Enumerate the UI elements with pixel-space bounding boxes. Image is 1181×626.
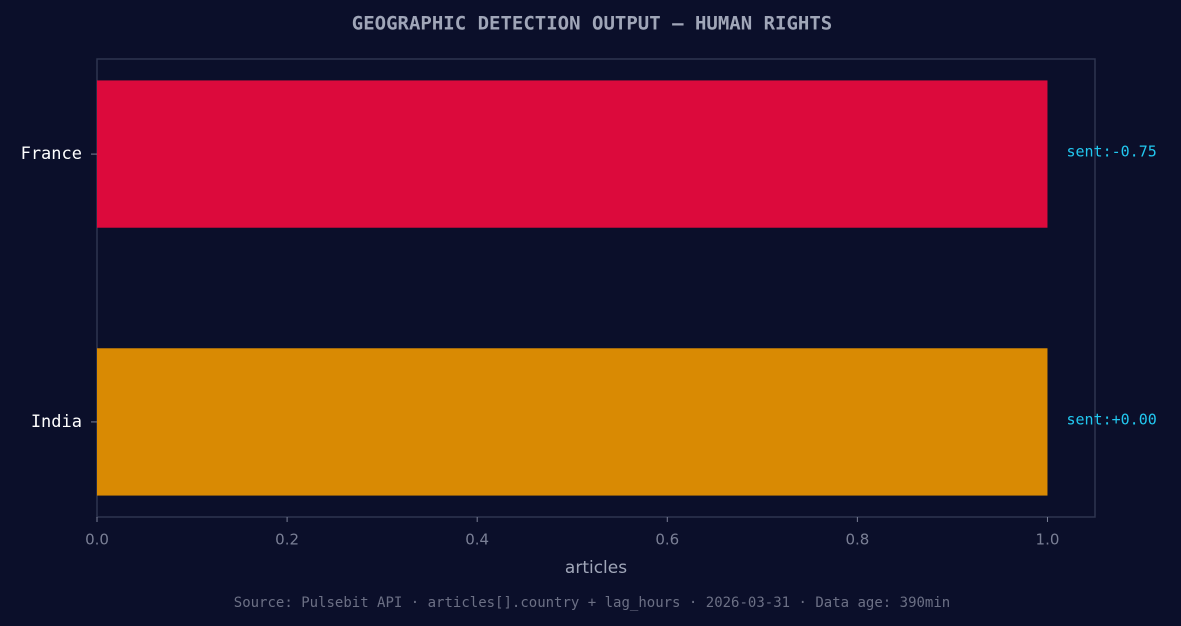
x-axis-label: articles bbox=[565, 558, 627, 578]
x-tick-label: 0.6 bbox=[655, 531, 679, 549]
x-tick-label: 0.2 bbox=[275, 531, 299, 549]
x-tick-label: 1.0 bbox=[1036, 531, 1060, 549]
y-tick-label: France bbox=[21, 144, 82, 164]
bar bbox=[97, 348, 1048, 496]
chart-title: GEOGRAPHIC DETECTION OUTPUT — HUMAN RIGH… bbox=[352, 13, 832, 35]
x-tick-label: 0.8 bbox=[845, 531, 869, 549]
x-tick-label: 0.4 bbox=[465, 531, 489, 549]
bar-annotation: sent:-0.75 bbox=[1066, 143, 1156, 161]
plot-frame bbox=[96, 58, 1096, 518]
x-tick-label: 0.0 bbox=[85, 531, 109, 549]
bar-annotation: sent:+0.00 bbox=[1066, 410, 1156, 428]
bar bbox=[97, 80, 1048, 228]
y-tick-label: India bbox=[31, 412, 82, 432]
footnote: Source: Pulsebit API · articles[].countr… bbox=[234, 595, 950, 611]
